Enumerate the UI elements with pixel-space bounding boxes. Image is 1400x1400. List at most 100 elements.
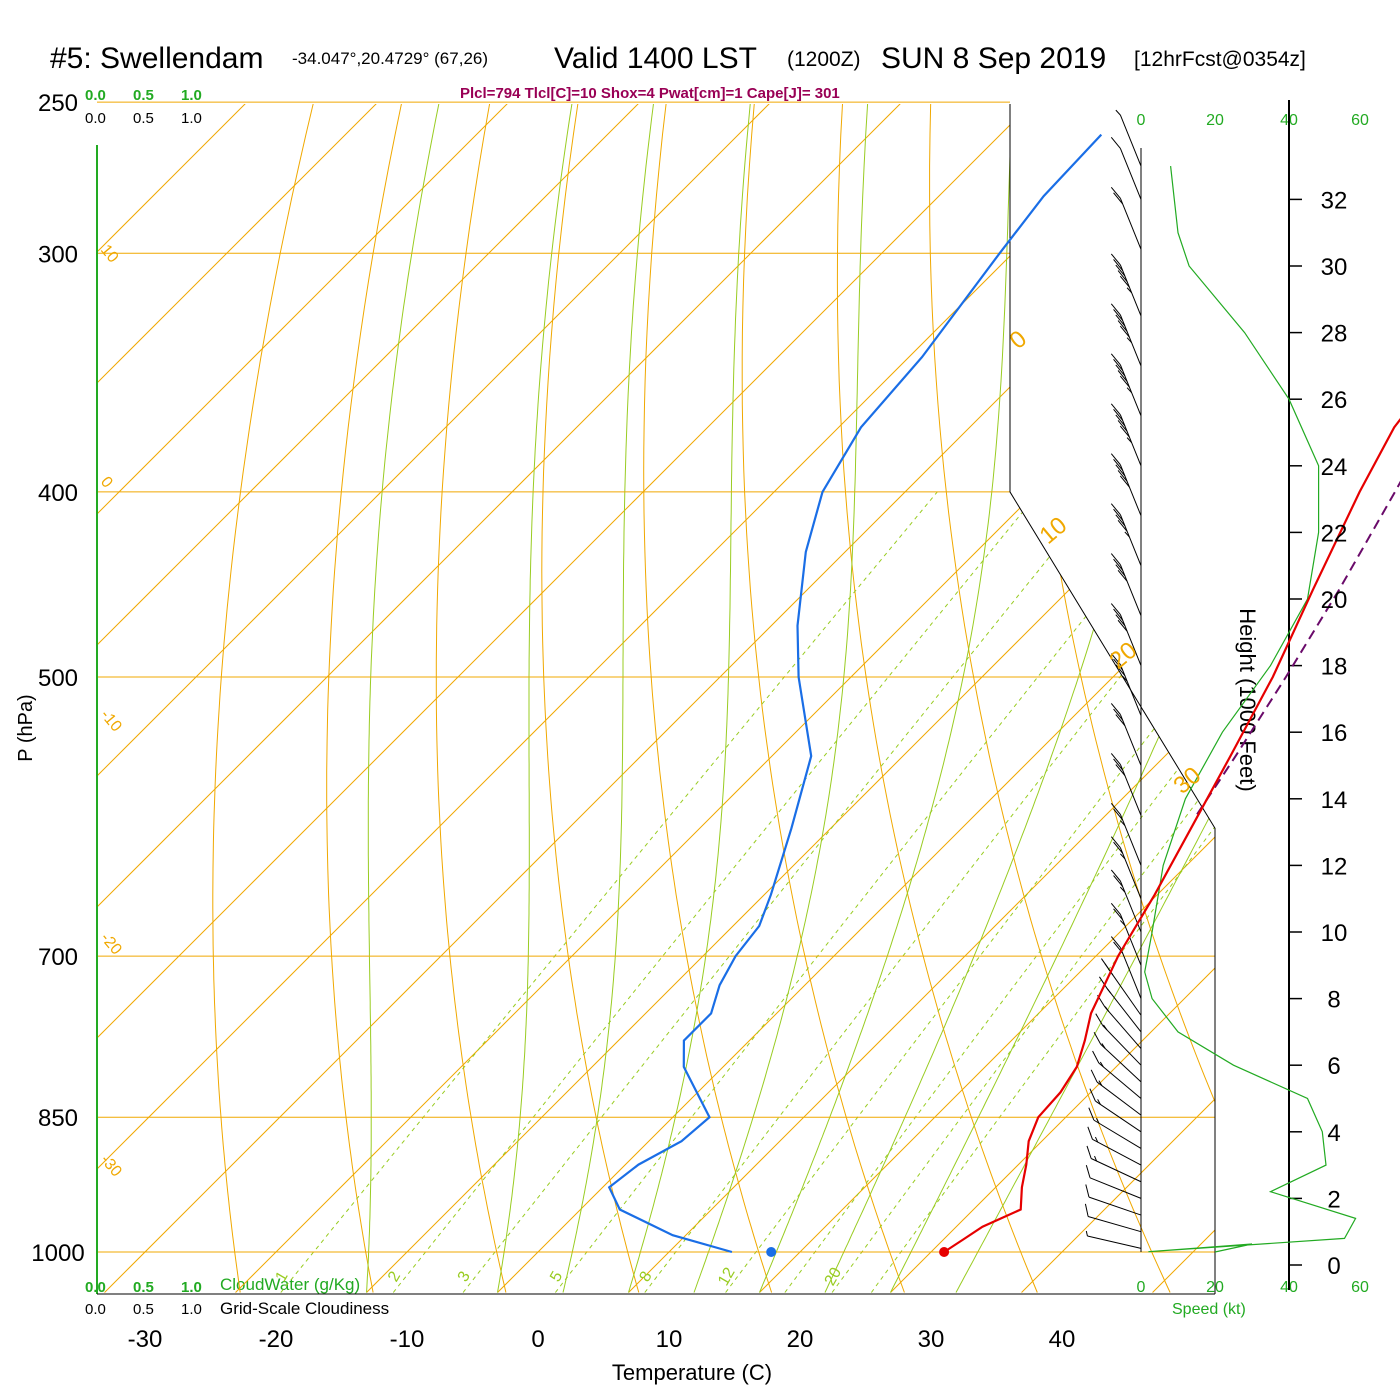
wind-barb-feather <box>1117 370 1128 382</box>
isotherm-line <box>1152 104 1215 1293</box>
skew-right-boundary <box>1009 104 1216 1294</box>
wind-barb-half-feather <box>1126 287 1133 294</box>
moist-adiabat <box>366 104 447 1293</box>
wind-barb-half-feather <box>1119 886 1126 893</box>
mixing-ratio-line <box>831 491 1215 1293</box>
wind-barb-staff <box>1119 847 1142 899</box>
wind-barb-feather <box>1110 653 1121 665</box>
surface-dewpoint-dot <box>766 1247 777 1257</box>
wind-barb-feather <box>1113 508 1124 521</box>
wind-barb-feather <box>1110 303 1121 316</box>
wind-barb <box>1110 403 1142 466</box>
isotherm-line <box>97 104 413 1293</box>
height-tick-label: 16 <box>1321 720 1348 747</box>
wind-barb-feather <box>1115 364 1126 377</box>
pressure-tick-label: 300 <box>38 241 78 268</box>
wind-barb <box>1095 1013 1142 1066</box>
wind-barb-feather <box>1115 664 1126 676</box>
wind-barb-feather <box>1117 569 1128 582</box>
wind-barb-feather <box>1093 1032 1102 1045</box>
cloud-scale-top: 0.0 0.5 1.0 0.0 0.5 1.0 <box>85 87 202 127</box>
wind-barb-staff <box>1119 264 1142 317</box>
mixing-ratio-label: 20 <box>822 1265 846 1289</box>
wind-barb-feather <box>1117 470 1128 482</box>
wind-barb <box>1110 553 1142 616</box>
isotherm-line <box>890 104 1215 1293</box>
wind-barb-staff <box>1119 314 1142 367</box>
mixing-ratio-line <box>725 491 1215 1293</box>
height-tick-label: 20 <box>1321 587 1348 614</box>
wind-barb-feather <box>1087 1126 1093 1140</box>
wind-barb <box>1110 453 1142 516</box>
wind-barb <box>1098 976 1142 1033</box>
wind-barb <box>1110 653 1142 716</box>
wind-barb-staff <box>1090 1158 1142 1183</box>
wind-barb-staff <box>1102 1025 1142 1066</box>
isotherm-label-right: 10 <box>1035 512 1073 550</box>
wind-barb-feather <box>1092 1050 1100 1064</box>
wind-barb-staff <box>1119 764 1142 816</box>
wind-barb-staff <box>1104 1006 1142 1049</box>
wind-barb <box>1110 869 1142 933</box>
wind-barb-staff <box>1119 564 1142 616</box>
wind-barb <box>1092 1050 1142 1099</box>
wind-barb-feather <box>1119 475 1130 488</box>
wind-barb-feather <box>1110 803 1121 815</box>
isotherm-label-left: 0 <box>97 474 116 492</box>
wind-barb-feather <box>1117 320 1128 332</box>
grid-layer <box>96 100 1302 1295</box>
wind-barb <box>1110 353 1142 417</box>
wind-barb-feather <box>1113 658 1124 671</box>
wind-barb-staff <box>1119 414 1142 466</box>
height-tick-label: 28 <box>1321 321 1348 348</box>
moist-adiabat <box>497 104 579 1293</box>
wind-barb-feather <box>1110 603 1121 615</box>
wind-barb <box>1110 803 1142 866</box>
wind-barb-staff <box>1109 969 1142 1016</box>
mixing-ratio-label: 2 <box>385 1269 404 1285</box>
mixing-ratio-line <box>462 491 1103 1293</box>
wind-barb-feather <box>1110 353 1121 366</box>
y-axis-label: P (hPa) <box>15 694 37 761</box>
wind-barb-staff <box>1119 364 1142 417</box>
isotherm-label-right: 20 <box>1105 637 1143 675</box>
station-title: #5: Swellendam <box>50 42 263 75</box>
wind-barb-feather <box>1115 564 1126 577</box>
height-tick-label: 4 <box>1327 1120 1340 1147</box>
speed-tick-bottom-0: 0 <box>1137 1279 1146 1296</box>
wind-barb-half-feather <box>1097 1099 1101 1105</box>
wind-barb-feather <box>1110 403 1121 416</box>
cloud-scale-bottom: 0.0 0.5 1.0 CloudWater (g/Kg) 0.0 0.5 1.… <box>85 1275 389 1318</box>
wind-barb-feather <box>1110 503 1121 516</box>
wind-barb-feather <box>1115 414 1126 427</box>
wind-barb-feather <box>1115 614 1126 627</box>
wind-barb <box>1097 994 1142 1049</box>
wind-barb-feather <box>1110 186 1121 199</box>
wind-barb <box>1085 1230 1142 1249</box>
parcel-line <box>1196 480 1400 815</box>
wind-barb-feather <box>1113 259 1124 271</box>
height-tick-label: 26 <box>1321 387 1348 414</box>
wind-barb <box>1085 1165 1142 1199</box>
cloud-scale-bottom-black-2: 1.0 <box>181 1301 202 1318</box>
mixing-ratio-label: 5 <box>547 1269 566 1285</box>
wind-barb-feather <box>1088 1107 1095 1121</box>
wind-barb-feather <box>1117 420 1128 432</box>
wind-barb-half-feather <box>1119 920 1126 926</box>
height-tick-label: 0 <box>1327 1253 1340 1280</box>
wind-barb-staff <box>1098 1062 1142 1099</box>
wind-barb-staff <box>1119 198 1142 250</box>
isotherm-label-left: 10 <box>97 242 122 267</box>
wind-barb <box>1110 902 1142 966</box>
mixing-ratio-line <box>280 491 938 1293</box>
wind-barb-half-feather <box>1119 820 1126 826</box>
wind-barb-feather <box>1110 137 1121 149</box>
wind-barb-staff <box>1119 947 1142 999</box>
wind-barb-feather <box>1115 714 1126 726</box>
wind-barb-staff <box>1119 664 1142 716</box>
speed-tick-top-20: 20 <box>1206 112 1224 129</box>
moist-adiabat <box>890 104 1215 1293</box>
wind-barb-feather <box>1084 1203 1089 1217</box>
wind-barb-feather <box>1110 836 1121 849</box>
wind-barb-staff <box>1096 1081 1142 1116</box>
